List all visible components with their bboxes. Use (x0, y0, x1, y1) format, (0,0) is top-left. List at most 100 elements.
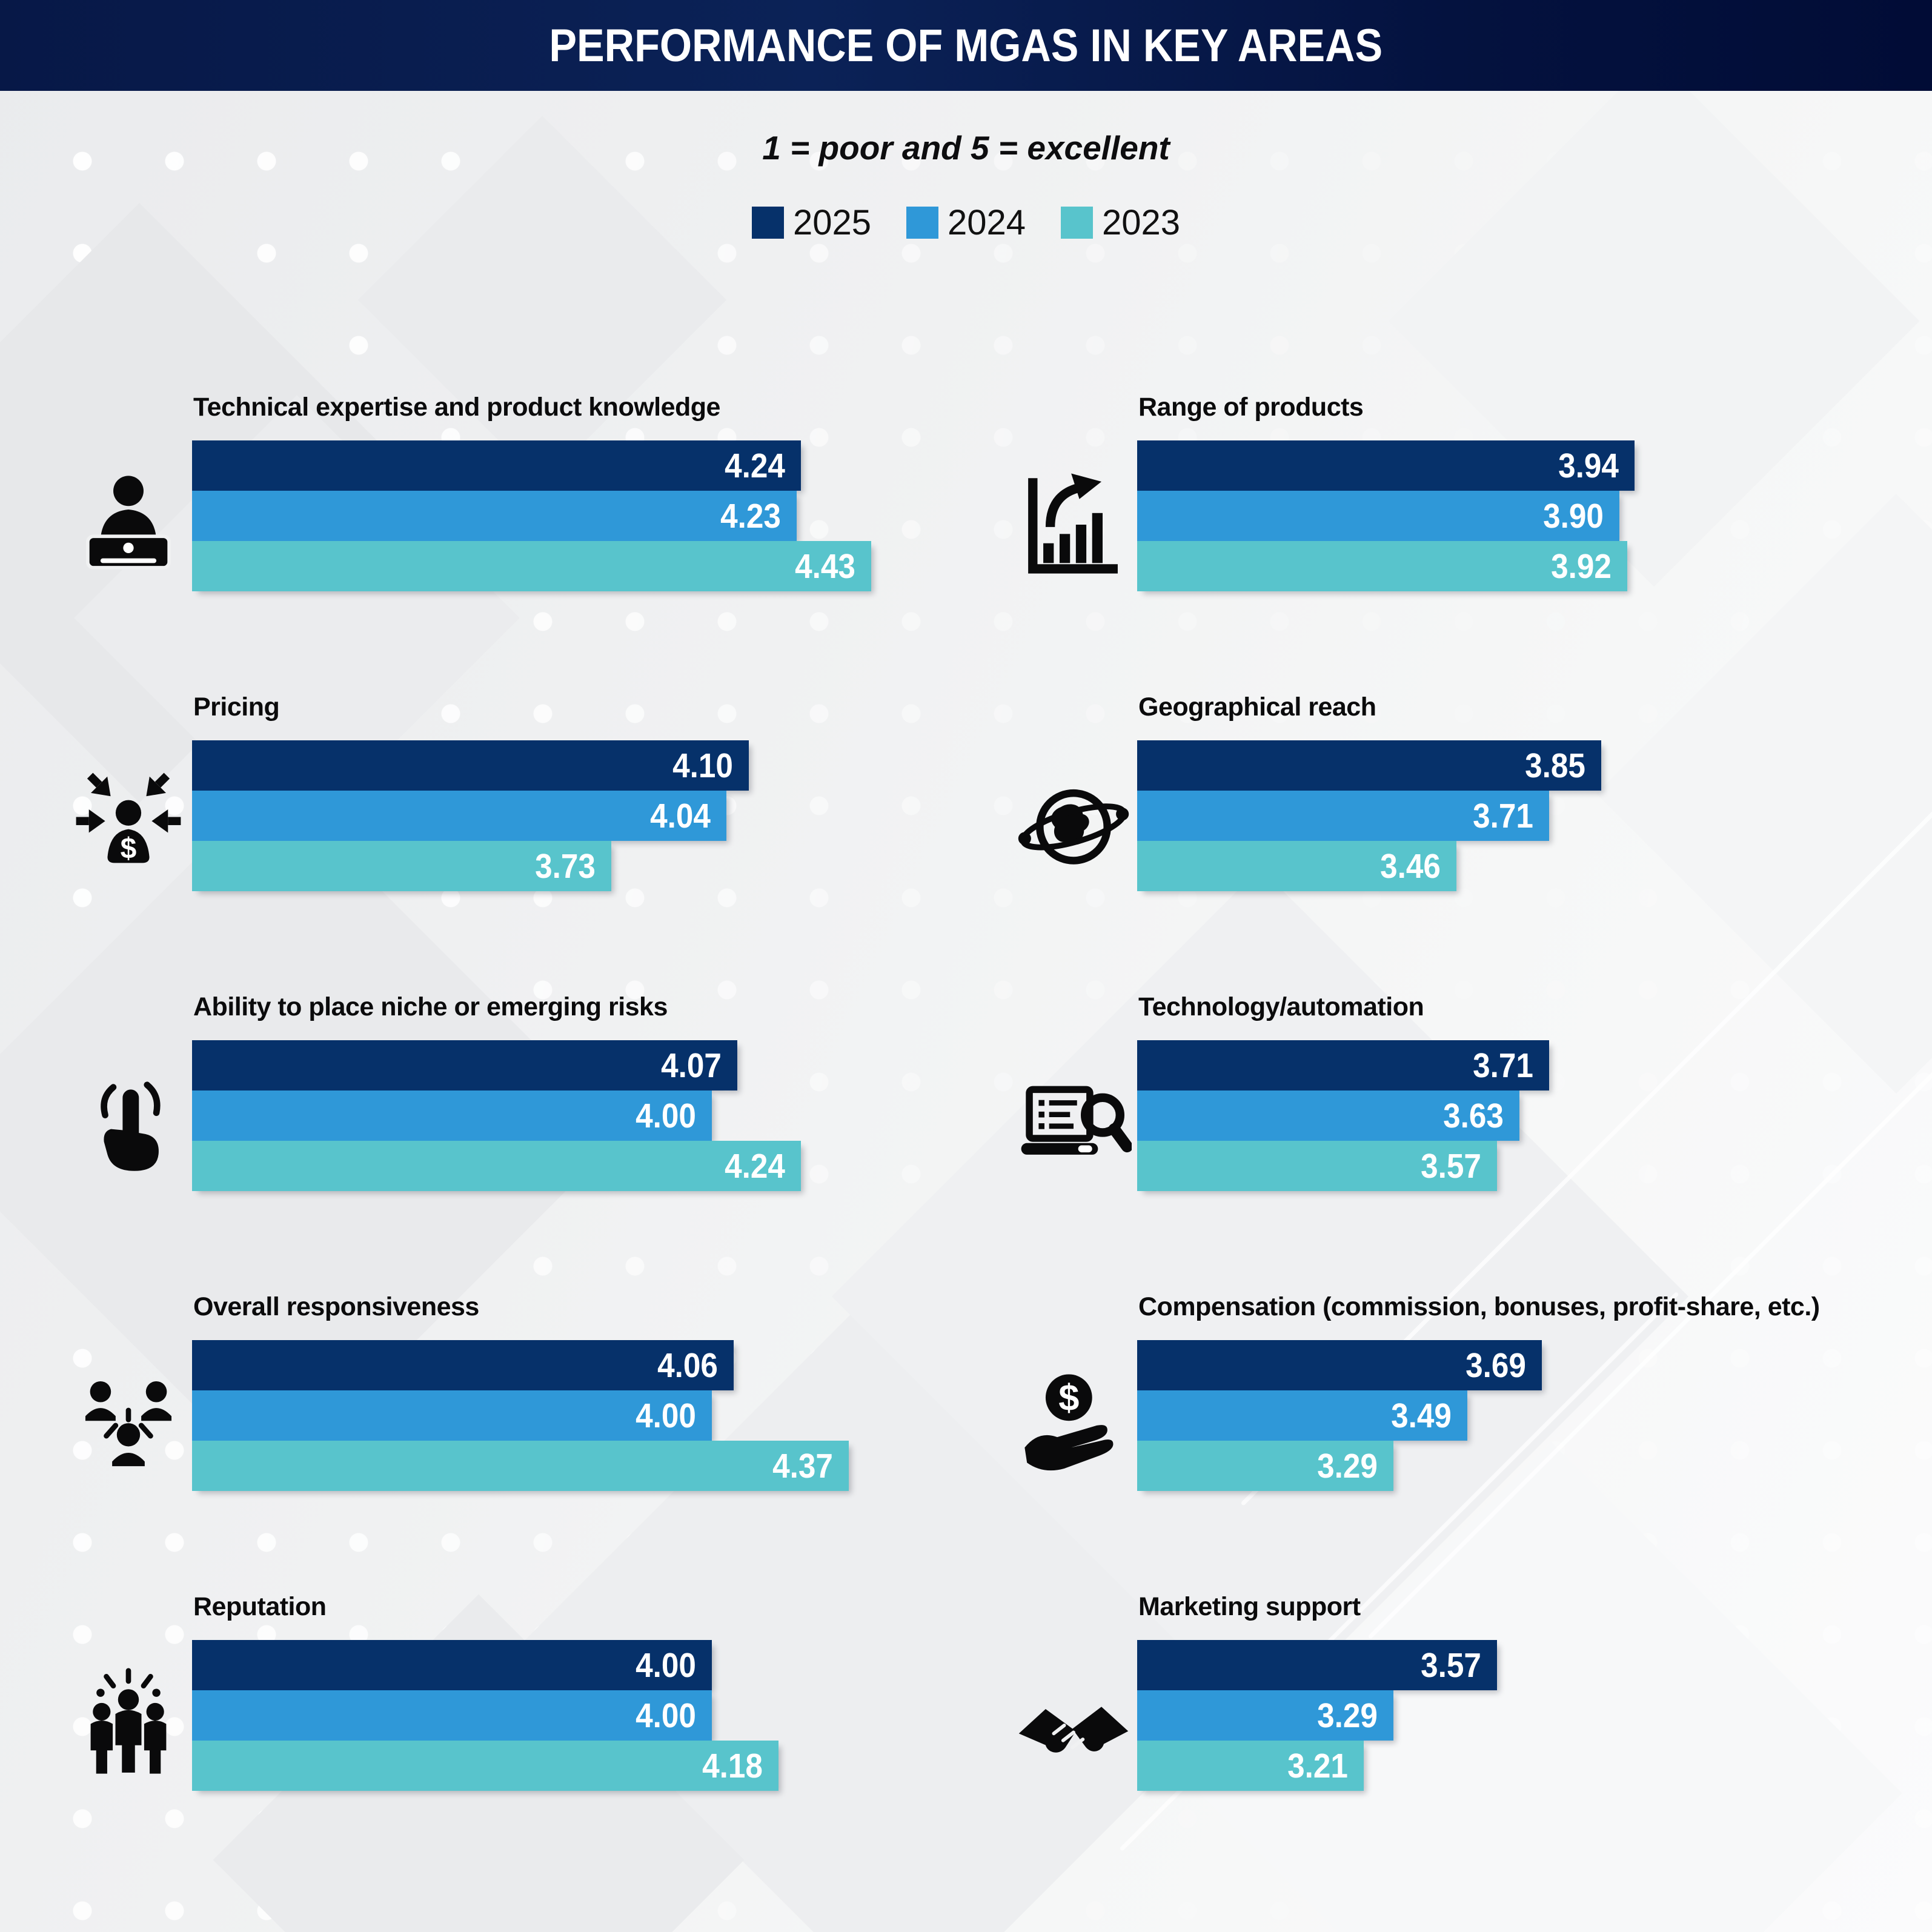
legend-label: 2025 (792, 203, 871, 242)
pricing-person-arrows-icon: $ (68, 753, 189, 896)
bar-value-label: 4.06 (657, 1346, 719, 1385)
bar-2024: 3.63 (1137, 1090, 1519, 1141)
bar-value-label: 3.29 (1316, 1696, 1378, 1735)
bar-value-label: 3.94 (1558, 446, 1619, 485)
chart-group-compensation-commission-bonuses-profit-share-etc: $ Compensation (commission, bonuses, pro… (1013, 1281, 1879, 1499)
bar-2023: 4.18 (192, 1741, 778, 1791)
bar-2023: 3.57 (1137, 1141, 1498, 1191)
bar-2025: 3.85 (1137, 740, 1601, 791)
bar-value-label: 4.00 (635, 1645, 696, 1685)
legend-item-2024: 2024 (906, 202, 1026, 243)
hand-dollar-icon: $ (1013, 1353, 1134, 1496)
bar-stack: 3.69 3.49 3.29 (1137, 1340, 1879, 1491)
bar-2024: 3.29 (1137, 1690, 1393, 1741)
bar-value-label: 3.92 (1550, 546, 1612, 586)
group-title: Ability to place niche or emerging risks (193, 992, 668, 1021)
bar-stack: 3.71 3.63 3.57 (1137, 1040, 1879, 1191)
person-laptop-icon (68, 453, 189, 596)
legend-label: 2023 (1102, 203, 1181, 242)
legend-item-2025: 2025 (751, 202, 871, 243)
bar-value-label: 4.37 (772, 1446, 834, 1486)
bar-2023: 3.73 (192, 841, 612, 891)
bar-2024: 3.49 (1137, 1390, 1468, 1441)
bar-2025: 3.57 (1137, 1640, 1498, 1690)
bar-value-label: 3.69 (1465, 1346, 1526, 1385)
bar-2024: 3.71 (1137, 791, 1549, 841)
bar-2023: 3.21 (1137, 1741, 1364, 1791)
bar-value-label: 4.24 (724, 446, 785, 485)
bar-stack: 3.85 3.71 3.46 (1137, 740, 1879, 891)
bar-2023: 3.46 (1137, 841, 1456, 891)
header-band: PERFORMANCE OF MGAS IN KEY AREAS (0, 0, 1932, 91)
chart-column-left: Technical expertise and product knowledg… (68, 382, 934, 1799)
bar-2023: 3.92 (1137, 541, 1627, 591)
bar-2025: 4.10 (192, 740, 749, 791)
chart-group-range-of-products: Range of products 3.94 3.90 3.92 (1013, 382, 1879, 600)
bar-2023: 4.37 (192, 1441, 849, 1491)
bar-2025: 4.06 (192, 1340, 734, 1390)
group-title: Marketing support (1138, 1592, 1361, 1621)
legend-item-2023: 2023 (1061, 202, 1180, 243)
group-title: Geographical reach (1138, 692, 1376, 722)
svg-text:$: $ (1058, 1377, 1079, 1419)
legend: 2025 2024 2023 (0, 202, 1932, 243)
bar-value-label: 4.07 (661, 1046, 722, 1085)
bar-value-label: 3.57 (1421, 1146, 1482, 1186)
bar-stack: 4.07 4.00 4.24 (192, 1040, 934, 1191)
bar-value-label: 4.23 (720, 496, 782, 536)
legend-swatch-2024 (906, 207, 938, 239)
chart-group-technology-automation: Technology/automation 3.71 3.63 3.57 (1013, 981, 1879, 1200)
group-title: Reputation (193, 1592, 327, 1621)
bar-value-label: 3.21 (1287, 1746, 1348, 1785)
group-title: Compensation (commission, bonuses, profi… (1138, 1292, 1820, 1321)
chart-group-reputation: Reputation 4.00 4.00 4.18 (68, 1581, 934, 1799)
bar-2025: 3.71 (1137, 1040, 1549, 1090)
bar-value-label: 4.00 (635, 1096, 696, 1135)
chart-group-pricing: $ Pricing 4.10 4.04 3.73 (68, 682, 934, 900)
group-title: Technology/automation (1138, 992, 1424, 1021)
bar-2023: 3.29 (1137, 1441, 1393, 1491)
bar-2025: 3.94 (1137, 440, 1635, 491)
laptop-magnifier-icon (1013, 1053, 1134, 1196)
bar-2024: 4.00 (192, 1390, 712, 1441)
people-network-icon (68, 1353, 189, 1496)
bar-2024: 4.00 (192, 1690, 712, 1741)
bar-stack: 3.94 3.90 3.92 (1137, 440, 1879, 591)
chart-column-right: Range of products 3.94 3.90 3.92 Geographic… (1013, 382, 1879, 1799)
bar-stack: 4.24 4.23 4.43 (192, 440, 934, 591)
bar-value-label: 3.90 (1543, 496, 1604, 536)
page-title: PERFORMANCE OF MGAS IN KEY AREAS (549, 19, 1383, 71)
bar-value-label: 3.71 (1473, 1046, 1533, 1085)
chart-group-ability-to-place-niche-or-emerging-risks: Ability to place niche or emerging risks… (68, 981, 934, 1200)
reputation-people-icon (68, 1653, 189, 1796)
bar-2025: 4.07 (192, 1040, 738, 1090)
chart-group-overall-responsiveness: Overall responsiveness 4.06 4.00 4.37 (68, 1281, 934, 1499)
bar-2025: 4.24 (192, 440, 801, 491)
bar-value-label: 4.24 (724, 1146, 785, 1186)
group-title: Pricing (193, 692, 280, 722)
bar-2024: 4.04 (192, 791, 726, 841)
bar-value-label: 3.85 (1524, 746, 1585, 785)
handshake-icon (1013, 1653, 1134, 1796)
bar-value-label: 3.29 (1316, 1446, 1378, 1486)
chart-group-marketing-support: Marketing support 3.57 3.29 3.21 (1013, 1581, 1879, 1799)
bar-value-label: 3.46 (1379, 846, 1441, 886)
group-title: Overall responsiveness (193, 1292, 479, 1321)
bar-stack: 4.06 4.00 4.37 (192, 1340, 934, 1491)
bar-2024: 4.00 (192, 1090, 712, 1141)
svg-text:$: $ (121, 833, 137, 865)
bar-2024: 3.90 (1137, 491, 1620, 541)
group-title: Range of products (1138, 393, 1364, 422)
bar-2025: 3.69 (1137, 1340, 1542, 1390)
bar-value-label: 4.10 (672, 746, 733, 785)
bar-stack: 4.00 4.00 4.18 (192, 1640, 934, 1791)
bar-stack: 3.57 3.29 3.21 (1137, 1640, 1879, 1791)
bar-2023: 4.43 (192, 541, 871, 591)
chart-group-geographical-reach: Geographical reach 3.85 3.71 3.46 (1013, 682, 1879, 900)
bar-2024: 4.23 (192, 491, 797, 541)
bar-value-label: 4.04 (650, 796, 711, 835)
bar-value-label: 4.00 (635, 1696, 696, 1735)
bar-value-label: 3.63 (1443, 1096, 1504, 1135)
tap-hand-icon (68, 1053, 189, 1196)
